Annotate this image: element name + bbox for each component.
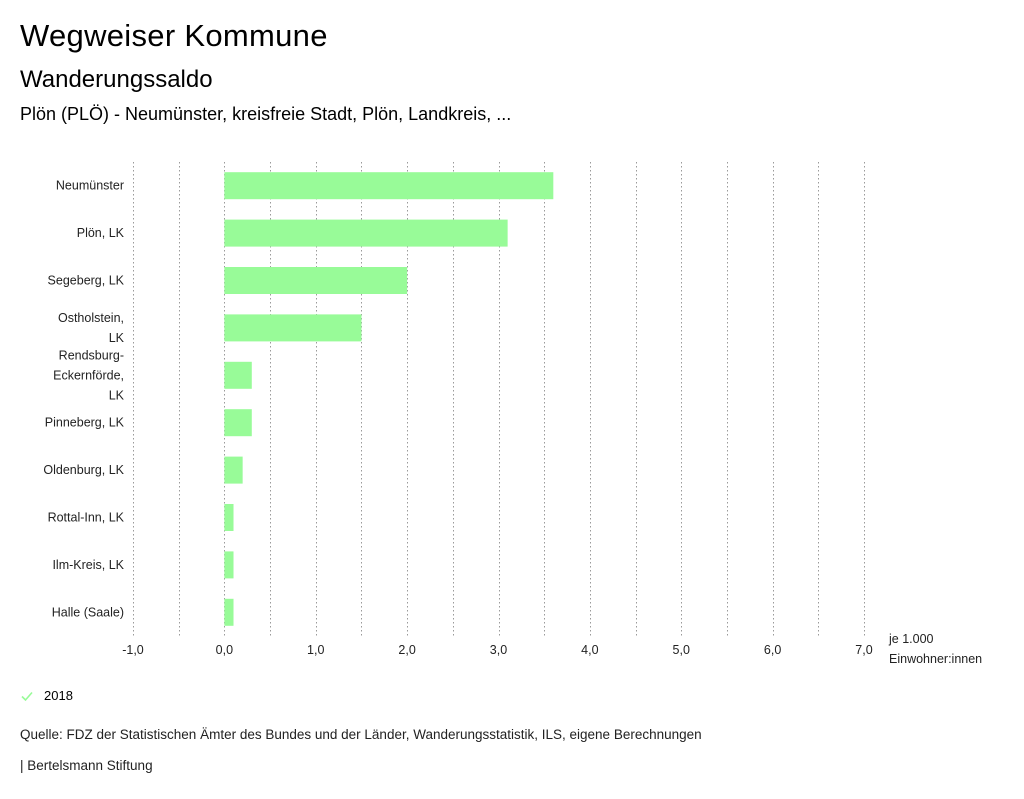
x-tick-label: 3,0 <box>490 643 507 657</box>
category-label-4: LK <box>109 388 125 402</box>
check-icon <box>21 691 33 701</box>
category-label-4: Rendsburg- <box>59 348 124 362</box>
category-label-2: Segeberg, LK <box>48 274 125 288</box>
category-label-3: Ostholstein, <box>58 311 124 325</box>
category-label-1: Plön, LK <box>77 226 125 240</box>
x-tick-label: 4,0 <box>581 643 598 657</box>
bar-0 <box>224 172 554 200</box>
x-tick-label: 0,0 <box>216 643 233 657</box>
bar-6 <box>224 456 243 484</box>
x-tick-label: 2,0 <box>398 643 415 657</box>
region-label: Plön (PLÖ) - Neumünster, kreisfreie Stad… <box>20 104 512 124</box>
x-tick-label: 6,0 <box>764 643 781 657</box>
bar-7 <box>224 504 234 531</box>
brand-label: | Bertelsmann Stiftung <box>20 758 153 773</box>
legend[interactable]: 2018 <box>20 688 73 703</box>
x-tick-label: 1,0 <box>307 643 324 657</box>
chart-title: Wegweiser Kommune <box>20 18 328 53</box>
legend-label: 2018 <box>44 688 73 703</box>
category-label-5: Pinneberg, LK <box>45 416 125 430</box>
category-label-6: Oldenburg, LK <box>43 463 124 477</box>
category-label-0: Neumünster <box>56 179 124 193</box>
bar-2 <box>224 267 408 294</box>
bar-chart: Neumünster Plön, LK Segeberg, LK Ostholstei… <box>43 162 982 666</box>
bar-3 <box>224 314 362 342</box>
x-axis-label: Einwohner:innen <box>889 652 982 666</box>
category-label-8: Ilm-Kreis, LK <box>52 558 124 572</box>
bar-1 <box>224 219 508 247</box>
category-label-4: Eckernförde, <box>53 368 124 382</box>
bar-8 <box>224 551 234 579</box>
source-note: Quelle: FDZ der Statistischen Ämter des … <box>20 727 702 742</box>
bar-9 <box>224 598 234 626</box>
x-tick-label: 5,0 <box>673 643 690 657</box>
x-tick-label: 7,0 <box>855 643 872 657</box>
category-label-9: Halle (Saale) <box>52 605 124 619</box>
category-label-7: Rottal-Inn, LK <box>48 511 125 525</box>
bar-4 <box>224 361 252 389</box>
x-tick-label: -1,0 <box>122 643 144 657</box>
category-label-3: LK <box>109 331 125 345</box>
bar-5 <box>224 409 252 437</box>
x-axis-label: je 1.000 <box>888 632 934 646</box>
chart-subtitle: Wanderungssaldo <box>20 66 213 93</box>
